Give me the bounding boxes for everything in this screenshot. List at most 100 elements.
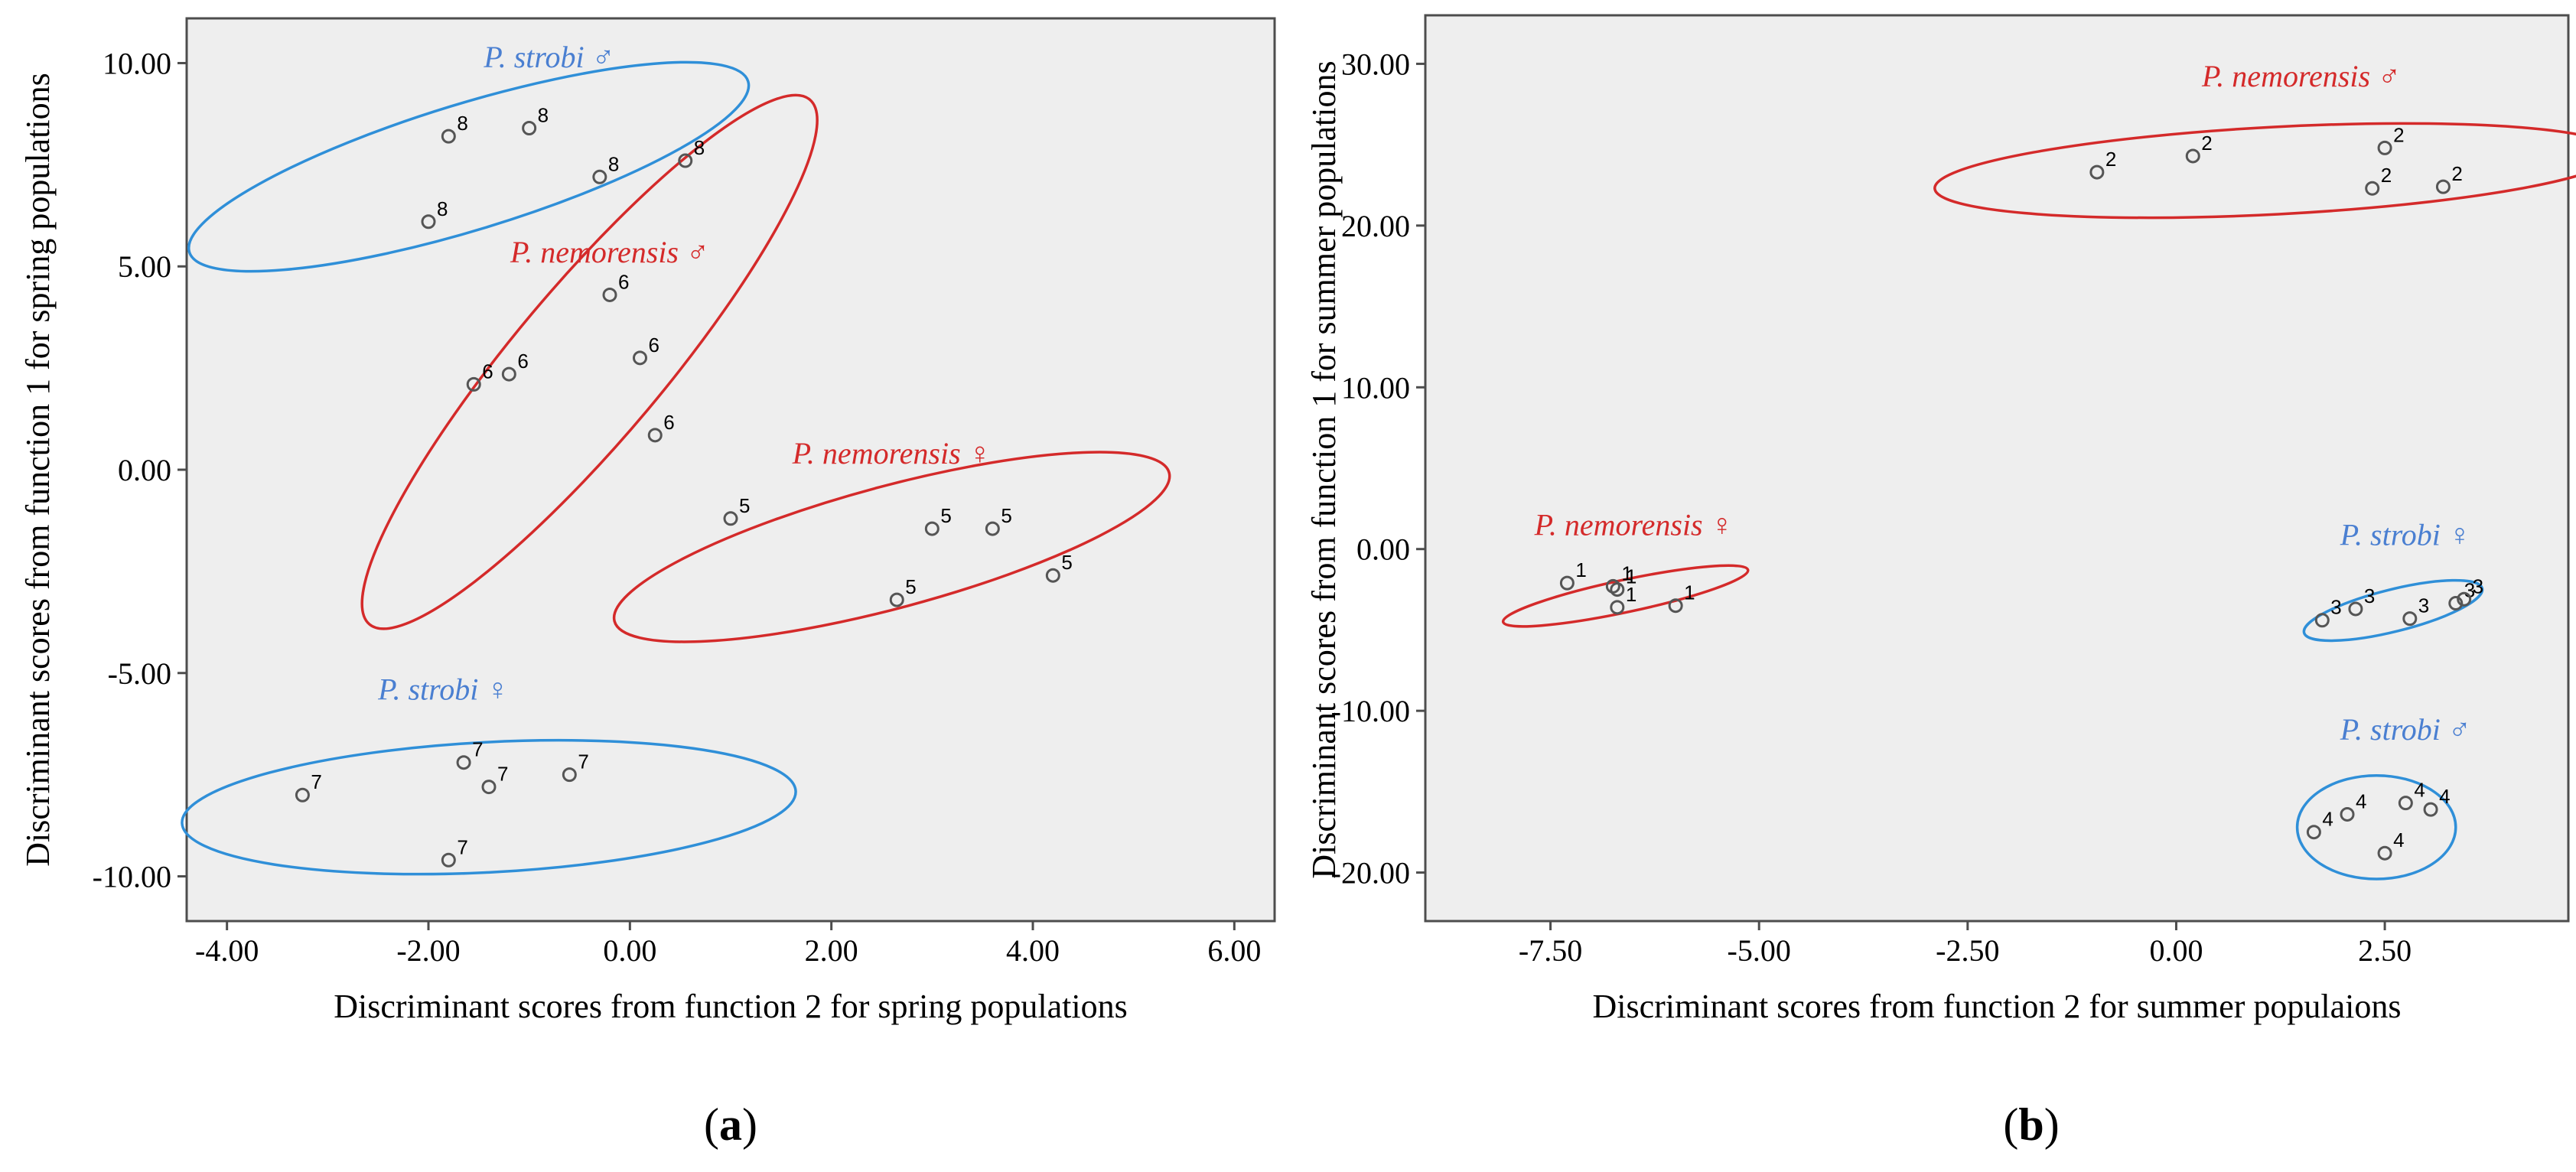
panel-a-point-label: 7 (497, 763, 508, 786)
panel-a-point-label: 7 (457, 835, 467, 858)
panel-a-point-label: 7 (472, 738, 483, 761)
panel-b-data-point (2185, 148, 2200, 164)
panel-b-x-tick-label: -7.50 (1519, 933, 1582, 968)
panel-a-x-tick-label: -4.00 (195, 933, 259, 968)
panel-a-y-tick-label: -5.00 (108, 656, 171, 691)
panel-b-data-point (2348, 601, 2363, 617)
panel-a-point-label: 8 (694, 136, 705, 159)
panel-a-data-point (924, 521, 940, 536)
panel-a-group-ellipse (187, 60, 751, 273)
panel-b-point-label: 3 (2464, 579, 2475, 602)
panel-b-data-point (2402, 611, 2418, 627)
panel-a-point-label: 8 (457, 112, 467, 135)
panel-a-data-point (985, 521, 1000, 536)
panel-a-data-point (481, 780, 497, 795)
panel-b-point-label: 4 (2439, 785, 2450, 808)
panel-a-data-point (723, 511, 738, 526)
panel-b-ticks: -7.50 -5.00 -2.50 0.00 2.50 -20.00 -10.00 0.00 1… (1331, 47, 2412, 968)
panel-b-plot-area (1424, 14, 2570, 923)
panel-a-data-point (466, 376, 481, 392)
panel-b-data-point (2365, 181, 2380, 196)
panel-a-y-tick-label: 5.00 (118, 249, 171, 284)
panel-a-point-label: 5 (1061, 551, 1072, 574)
panel-b-y-tick-label: 10.00 (1341, 370, 1410, 405)
panel-a-group-ellipse (181, 738, 797, 876)
panel-b-point-label: 4 (2414, 779, 2425, 802)
panel-a-data-point (441, 129, 456, 144)
panel-b-data-point (2398, 796, 2413, 811)
panel-b-x-axis-title: Discriminant scores from function 2 for … (1592, 988, 2401, 1025)
panel-a-point-label: 6 (482, 360, 493, 383)
panel-a-point-label: 8 (437, 197, 448, 220)
panel-a-data-point (522, 121, 537, 136)
panel-a-data-point (295, 787, 310, 802)
panel-a-point-label: 7 (578, 750, 588, 773)
panel-a-group-label: P. strobi ♂ (483, 40, 614, 74)
panel-b-y-tick-label: 20.00 (1341, 209, 1410, 243)
panel-a-plot-area (185, 17, 1276, 923)
panel-a-ellipses (181, 60, 1171, 876)
panel-a-data-point (441, 852, 456, 868)
panel-a-x-tick-label: -2.00 (396, 933, 460, 968)
panel-b-data-point (2435, 179, 2451, 194)
panel-a-point-label: 6 (649, 334, 659, 356)
panel-a-y-axis-title: Discriminant scores from function 1 for … (19, 73, 57, 866)
panel-b-data-point (1610, 582, 1625, 597)
panel-a-x-tick-label: 2.00 (805, 933, 858, 968)
panel-a-y-tick-label: -10.00 (93, 860, 171, 894)
panel-b-y-tick-label: -20.00 (1331, 856, 1410, 890)
panel-b-y-tick-label: -10.00 (1331, 694, 1410, 728)
panel-a-point-label: 5 (940, 504, 951, 527)
panel-a-x-tick-label: 4.00 (1006, 933, 1060, 968)
panel-a-data-point (647, 428, 663, 443)
panel-b-group-ellipse (2295, 773, 2457, 881)
panel-b-group-label: P. strobi ♂ (2340, 712, 2471, 747)
panel-a-data-point (456, 755, 471, 770)
panel-b-group-labels: P. nemorensis ♂ P. nemorensis ♀ P. strobi … (1534, 59, 2471, 747)
panel-b-group-ellipse (1933, 122, 2576, 220)
panel-b-point-label: 4 (2356, 789, 2366, 812)
panel-b-x-tick-label: 0.00 (2149, 933, 2203, 968)
panel-b-x-tick-label: -5.00 (1728, 933, 1791, 968)
panel-b-x-tick-label: -2.50 (1936, 933, 1999, 968)
panel-b-group-label: P. nemorensis ♂ (2201, 59, 2401, 93)
panel-a-point-label: 5 (905, 575, 916, 598)
panel-a-data-point (678, 153, 693, 168)
panel-b-label: (b) (2003, 1099, 2059, 1150)
panel-b-y-tick-label: 0.00 (1356, 532, 1410, 567)
panel-a-data-point (592, 169, 607, 184)
panel-a-group-labels: P. strobi ♂ P. nemorensis ♂ P. nemorensis … (377, 40, 991, 707)
panel-b-y-tick-label: 30.00 (1341, 47, 1410, 81)
panel-b-data-point (2314, 613, 2330, 628)
panel-a-letter: a (719, 1099, 742, 1150)
panel-a-y-tick-label: 10.00 (103, 46, 171, 80)
panel-a-point-label: 6 (618, 270, 629, 293)
panel-b-data-point (2423, 802, 2438, 817)
panel-b-data-point (2089, 164, 2105, 180)
panel-b-point-label: 3 (2330, 596, 2341, 619)
panel-a-group-label: P. nemorensis ♂ (510, 235, 709, 269)
panel-b-scatter-plot: -7.50 -5.00 -2.50 0.00 2.50 -20.00 -10.00 0.00 1… (1305, 14, 2576, 1150)
panel-b-group-ellipse (1501, 564, 1750, 628)
panel-b-point-label: 2 (2105, 148, 2116, 171)
panel-a-point-label: 7 (311, 770, 321, 793)
panel-b-group-ellipse (2302, 578, 2484, 643)
panel-a-data-point (421, 214, 436, 230)
panel-b-data-point (2448, 596, 2464, 611)
panel-a-point-label: 5 (739, 494, 750, 517)
panel-b-point-label: 1 (1626, 565, 1636, 588)
panel-b-point-label: 3 (2473, 575, 2483, 597)
panel-a-point-label: 8 (608, 152, 619, 175)
panel-b-data-point (2306, 825, 2321, 840)
panel-a-ticks: -4.00 -2.00 0.00 2.00 4.00 6.00 -10.00 -5.00 0.0… (93, 46, 1262, 968)
panel-a-point-label: 5 (1001, 504, 1011, 527)
panel-b-point-label: 3 (2364, 584, 2375, 607)
panel-b-point-label: 2 (2381, 164, 2392, 187)
panel-b-point-label: 1 (1626, 583, 1636, 606)
panel-a-point-label: 6 (663, 411, 674, 434)
panel-a-x-tick-label: 0.00 (603, 933, 656, 968)
panel-a-scatter-plot: -4.00 -2.00 0.00 2.00 4.00 6.00 -10.00 -5.00 0.0… (19, 17, 1276, 1150)
